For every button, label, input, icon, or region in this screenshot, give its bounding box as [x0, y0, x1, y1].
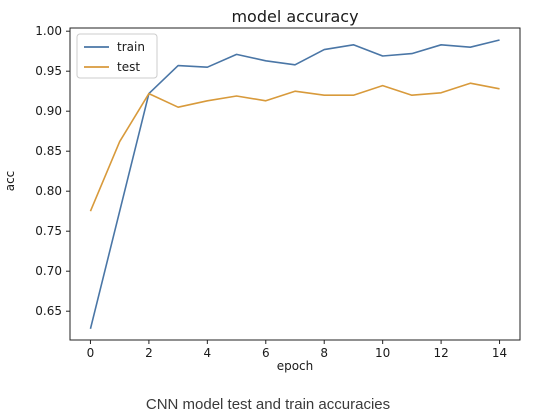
- legend-label-test: test: [117, 60, 140, 74]
- x-tick-label: 10: [375, 346, 390, 360]
- y-tick-label: 0.75: [35, 224, 62, 238]
- accuracy-chart: model accuracy 0 2 4 6 8 10 12 14 0.650.700.750…: [3, 7, 521, 373]
- x-tick-label: 14: [492, 346, 507, 360]
- series-layer: [89, 39, 500, 329]
- chart-title: model accuracy: [231, 7, 358, 26]
- y-tick-label: 0.95: [35, 64, 62, 78]
- y-tick-label: 0.70: [35, 264, 62, 278]
- legend: train test: [76, 33, 158, 79]
- x-axis-ticks: 0 2 4 6 8 10 12 14: [87, 340, 507, 360]
- x-axis-label: epoch: [277, 359, 314, 373]
- x-tick-label: 4: [204, 346, 212, 360]
- series-line-train: [89, 39, 500, 329]
- y-axis-ticks: 0.65 0.70 0.75 0.80 0.85 0.90 0.95 1.00: [35, 24, 70, 318]
- legend-label-train: train: [117, 40, 145, 54]
- y-axis-label: acc: [3, 171, 17, 192]
- x-tick-label: 2: [145, 346, 153, 360]
- plot-area-frame: [69, 27, 521, 341]
- y-tick-label: 0.85: [35, 144, 62, 158]
- x-tick-label: 0: [87, 346, 95, 360]
- x-tick-label: 6: [262, 346, 270, 360]
- figure-caption: CNN model test and train accuracies: [145, 396, 391, 413]
- y-tick-label: 0.90: [35, 104, 62, 118]
- y-tick-label: 0.80: [35, 184, 62, 198]
- y-tick-label: 0.65: [35, 304, 62, 318]
- x-tick-label: 8: [320, 346, 328, 360]
- y-tick-label: 1.00: [35, 24, 62, 38]
- series-line-test: [89, 82, 500, 212]
- x-tick-label: 12: [433, 346, 448, 360]
